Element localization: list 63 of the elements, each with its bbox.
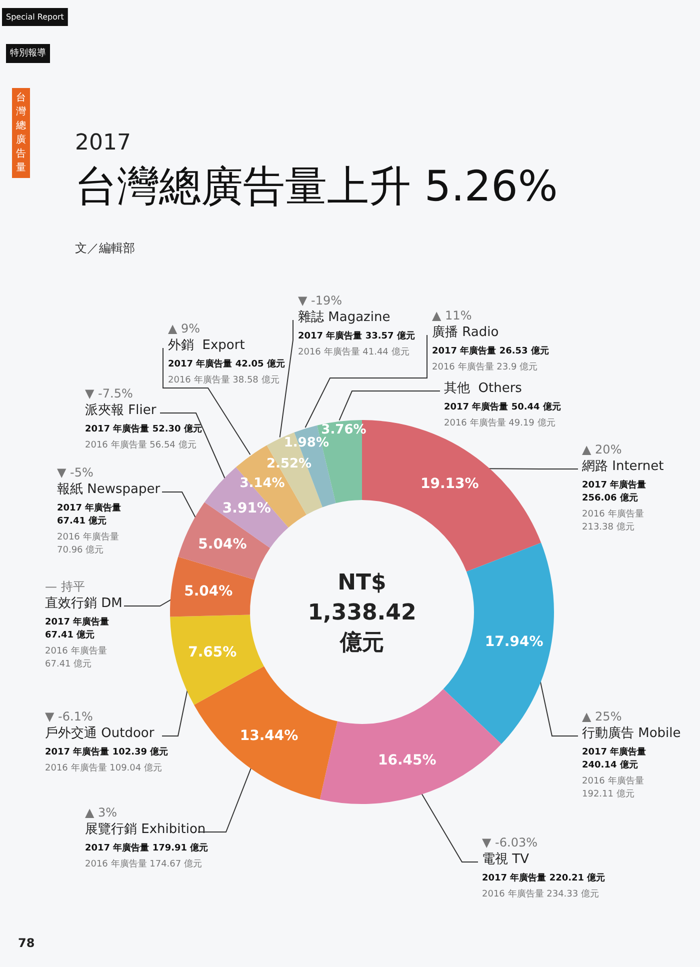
text: 2016 年廣告量 174.67 億元: [85, 860, 202, 870]
text: 2017 年廣告量 50.44 億元: [444, 402, 561, 412]
text: 文／編輯部: [75, 241, 135, 255]
slice-label: 行動廣告 Mobile: [582, 726, 681, 741]
data-label: 3.91%: [222, 500, 271, 516]
text: ▲ 20%: [582, 442, 622, 456]
slice-label: 電視 TV: [482, 852, 530, 867]
text: 2017 年廣告量 256.06 億元: [582, 480, 646, 504]
text: 2017 年廣告量 42.05 億元: [168, 360, 285, 370]
text: 2017 年廣告量 102.39 億元: [45, 748, 168, 758]
data-label: 7.65%: [188, 644, 237, 661]
text: 2016 年廣告量 70.96 億元: [57, 532, 119, 556]
text: 2017 年廣告量 179.91 億元: [85, 844, 208, 854]
text: 2016 年廣告量 213.38 億元: [582, 510, 644, 532]
text: 2016 年廣告量 49.19 億元: [444, 418, 556, 428]
text: 2017 年廣告量 67.41 億元: [45, 618, 110, 640]
text: ▼ -19%: [298, 294, 342, 308]
text: ▲ 3%: [85, 806, 118, 820]
slice-label: 報紙 Newspaper: [57, 482, 161, 497]
slice-label: 雜誌 Magazine: [298, 310, 390, 325]
text: ▲ 25%: [582, 710, 622, 724]
text: ▼ -7.5%: [85, 386, 133, 400]
data-label: 5.04%: [184, 583, 233, 600]
chart-title: 台灣總廣告量上升 5.26%: [75, 162, 558, 210]
text: 2017 年廣告量 26.53 億元: [432, 346, 549, 356]
slice-label: 派夾報 Flier: [85, 403, 157, 418]
text: 2017 年廣告量 52.30 億元: [85, 424, 202, 434]
slice-label: 網路 Internet: [581, 459, 664, 474]
text: ▼ -6.03%: [482, 836, 538, 850]
text: Special Report: [6, 12, 64, 22]
slice-label: 外銷 Export: [168, 338, 245, 353]
text: 78: [18, 936, 35, 950]
text: 2016 年廣告量 56.54 億元: [85, 440, 196, 450]
text: 2017: [75, 130, 131, 156]
slice-label: 其他 Others: [444, 381, 522, 396]
text: ▲ 11%: [432, 308, 472, 322]
text: ▼ -5%: [57, 466, 94, 480]
text: 2016 年廣告量 234.33 億元: [482, 890, 599, 900]
text: 2016 年廣告量 192.11 億元: [582, 776, 644, 800]
text: 2016 年廣告量 109.04 億元: [45, 764, 162, 774]
slice-label: 直效行銷 DM: [45, 596, 122, 611]
text: 2017 年廣告量 33.57 億元: [298, 332, 415, 342]
text: 2016 年廣告量 41.44 億元: [298, 348, 410, 358]
text: 2016 年廣告量 38.58 億元: [168, 376, 280, 386]
text: ▲ 9%: [168, 322, 200, 336]
slice-label: 廣播 Radio: [432, 325, 499, 340]
data-label: 16.45%: [378, 752, 436, 768]
data-label: 17.94%: [484, 634, 544, 650]
data-label: 5.04%: [198, 536, 247, 553]
text: 台灣總廣告量: [15, 92, 26, 174]
text: NT$ 1,338.42 億元: [308, 570, 416, 656]
data-label: 19.13%: [420, 476, 479, 492]
text: ▼ -6.1%: [45, 710, 93, 724]
text: 2016 年廣告量 23.9 億元: [432, 362, 538, 372]
text: 特別報導: [10, 48, 46, 58]
text: — 持平: [45, 580, 85, 594]
data-label: 13.44%: [240, 728, 298, 744]
slice-label: 戶外交通 Outdoor: [45, 725, 155, 741]
text: 2017 年廣告量 67.41 億元: [57, 504, 122, 526]
text: 2017 年廣告量 240.14 億元: [582, 748, 646, 770]
text: 2016 年廣告量 67.41 億元: [45, 646, 107, 670]
text: 2017 年廣告量 220.21 億元: [482, 874, 606, 884]
slice-label: 展覽行銷 Exhibition: [85, 822, 206, 837]
